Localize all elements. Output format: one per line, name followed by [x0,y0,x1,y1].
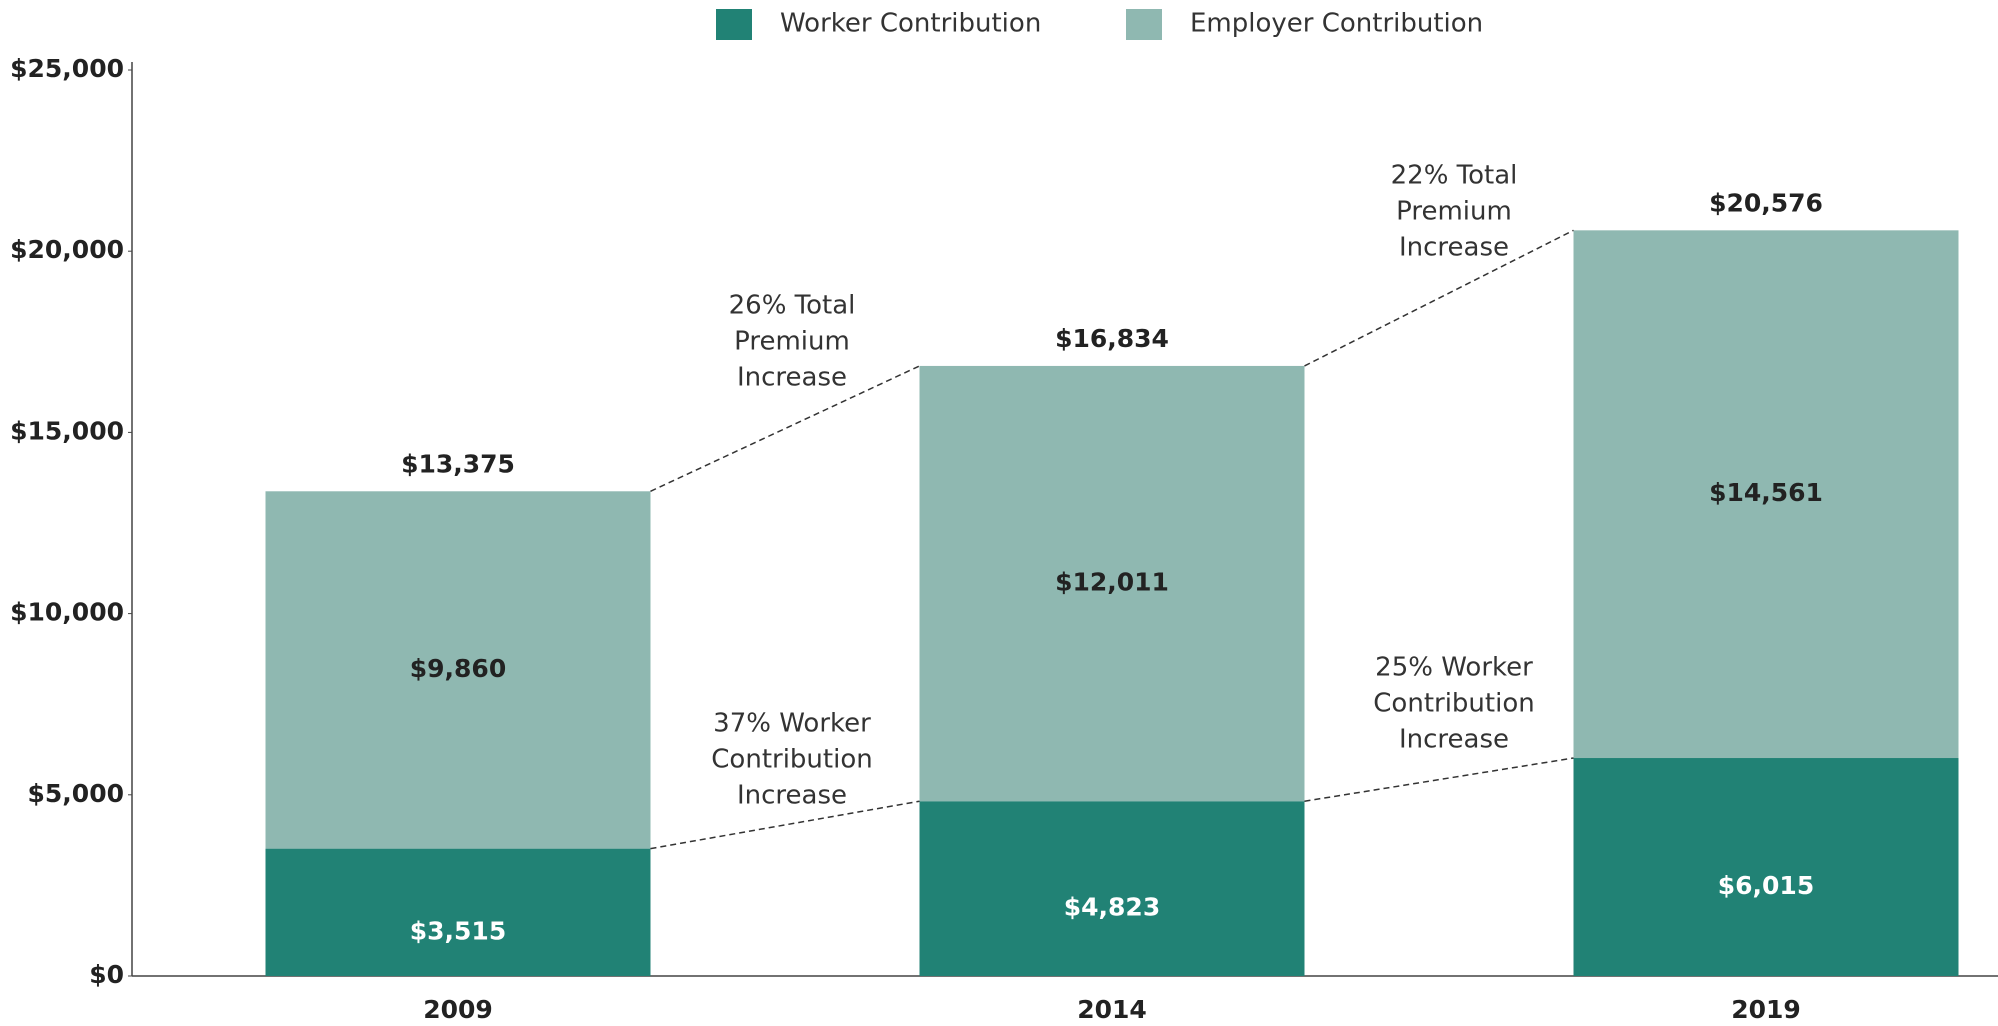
bar-segment [1573,758,1959,976]
annotation: 22% Total [1391,161,1518,191]
annotation: 37% Worker [713,709,871,739]
x-tick-label: 2019 [1731,995,1801,1024]
annotation: Increase [737,363,847,393]
legend-swatch [1126,9,1162,40]
bar-segment [1573,230,1959,759]
value-label: $6,015 [1718,871,1814,900]
total-label: $20,576 [1709,188,1823,217]
total-connector [1304,229,1574,367]
bar-segment [265,491,651,849]
annotation: Premium [1396,197,1512,227]
value-label: $12,011 [1055,568,1169,597]
total-label: $16,834 [1055,324,1169,353]
value-label: $9,860 [410,654,506,683]
y-tick-label: $15,000 [10,416,124,445]
legend-swatch [716,9,752,40]
annotation: Increase [1399,725,1509,755]
bar-segment [919,801,1305,976]
legend-label: Employer Contribution [1190,9,1483,39]
value-label: $14,561 [1709,478,1823,507]
bar-segment [919,365,1305,802]
legend-label: Worker Contribution [780,9,1041,39]
worker-connector [650,800,920,850]
y-tick-label: $10,000 [10,598,124,627]
y-tick-label: $0 [89,960,124,989]
annotation: 26% Total [729,291,856,321]
worker-connector [1304,757,1574,802]
y-tick-label: $20,000 [10,235,124,264]
bar-segment [265,848,651,976]
y-tick-label: $5,000 [28,779,124,808]
annotation: 25% Worker [1375,653,1533,683]
annotation: Contribution [711,745,872,775]
annotation: Increase [1399,233,1509,263]
annotation: Increase [737,781,847,811]
value-label: $4,823 [1064,893,1160,922]
annotation: Premium [734,327,850,357]
annotation: Contribution [1373,689,1534,719]
x-tick-label: 2014 [1077,995,1147,1024]
y-tick-label: $25,000 [10,54,124,83]
value-label: $3,515 [410,916,506,945]
x-tick-label: 2009 [423,995,493,1024]
total-label: $13,375 [401,449,515,478]
